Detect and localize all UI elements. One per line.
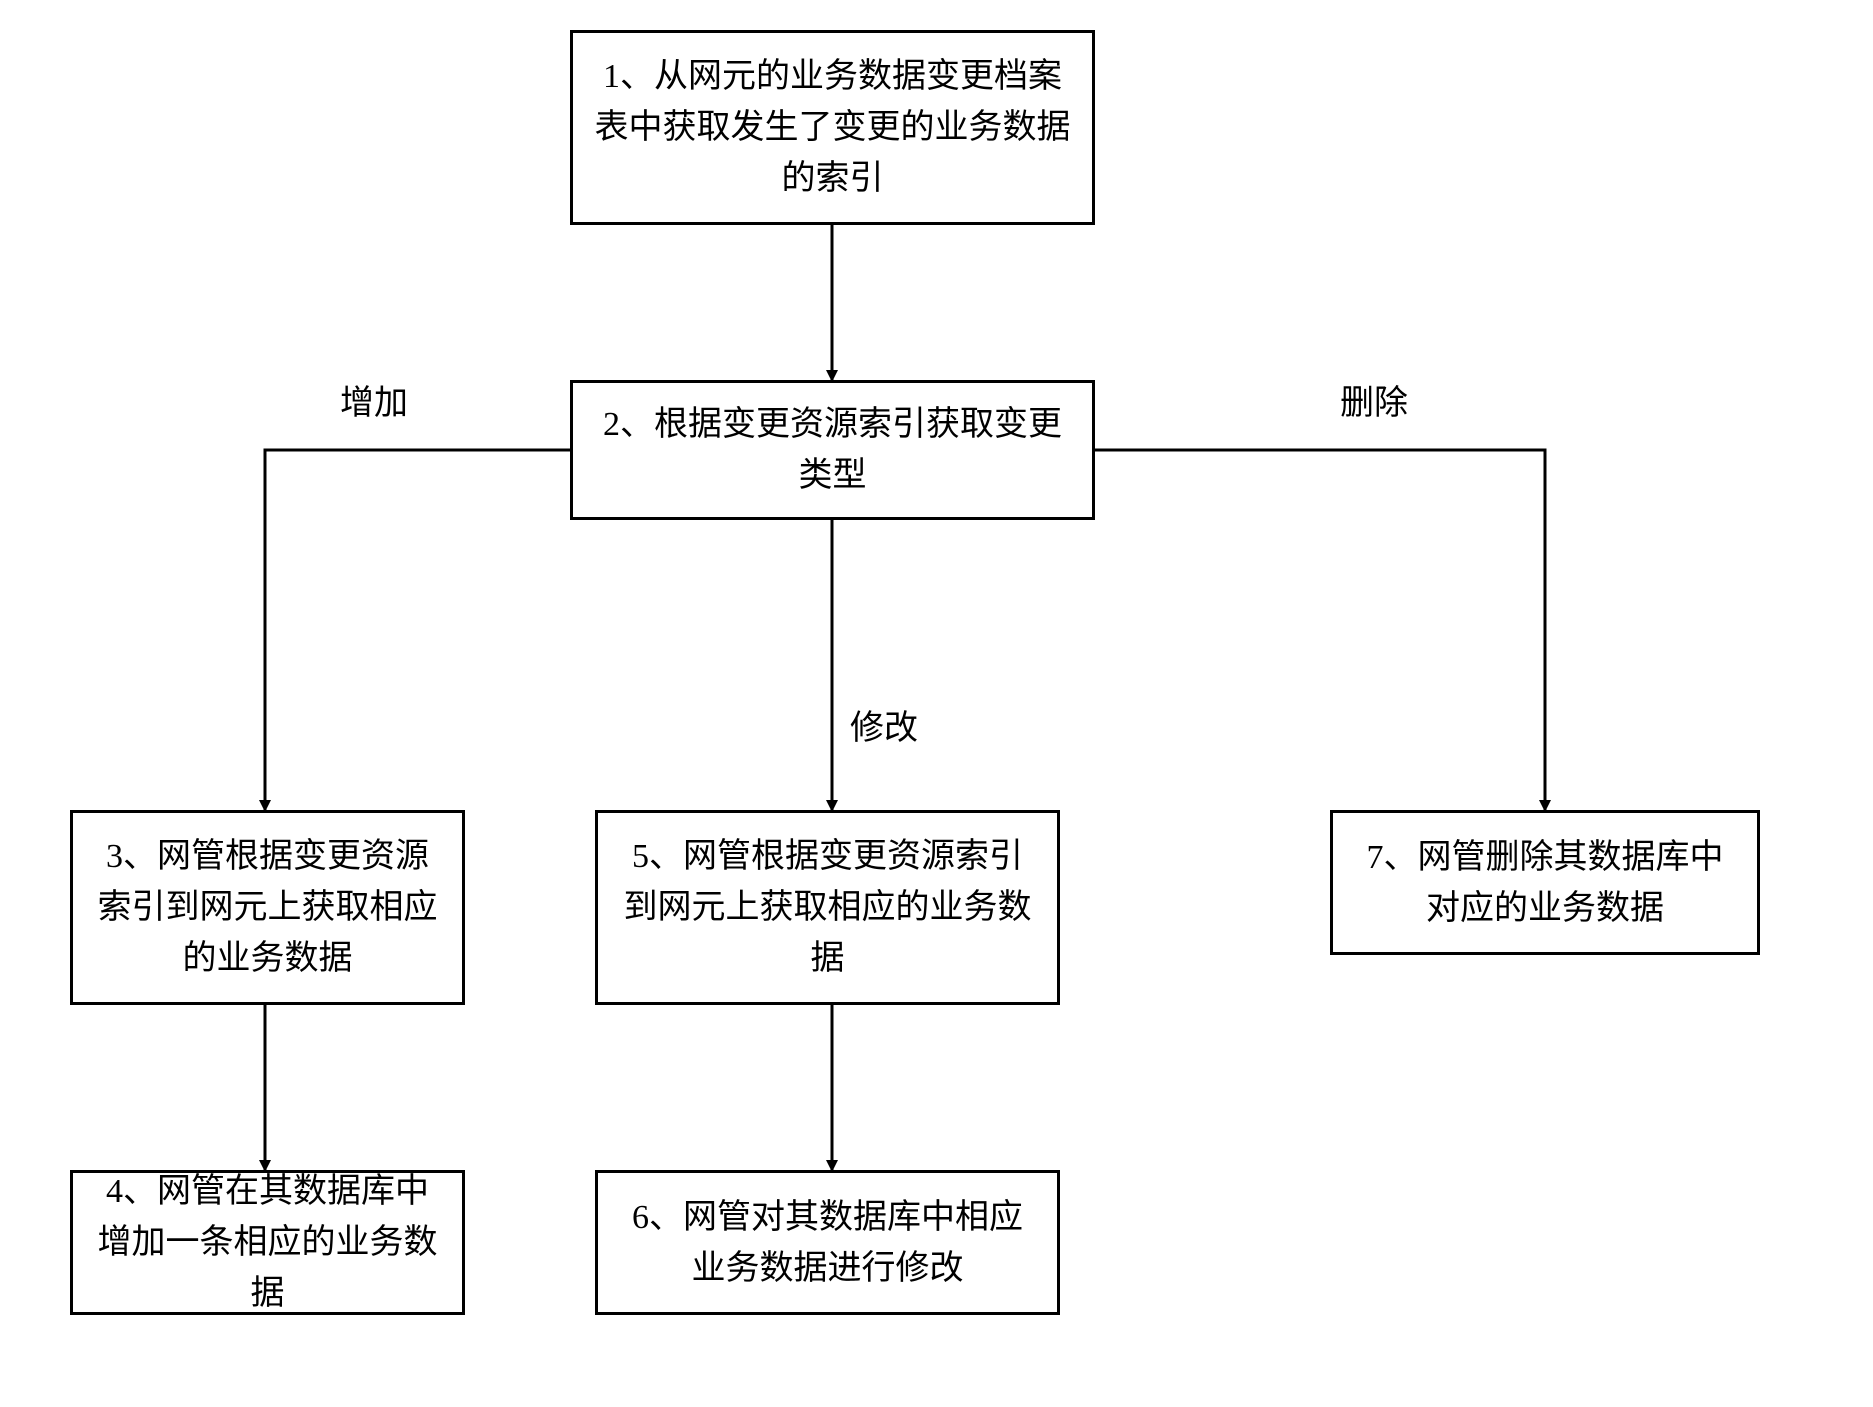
flowchart-node-n1: 1、从网元的业务数据变更档案表中获取发生了变更的业务数据的索引 [570,30,1095,225]
flowchart-node-n2: 2、根据变更资源索引获取变更类型 [570,380,1095,520]
edge-n2-n7 [1095,450,1545,810]
node-text: 2、根据变更资源索引获取变更类型 [593,399,1072,501]
flowchart-node-n4: 4、网管在其数据库中增加一条相应的业务数据 [70,1170,465,1315]
node-text: 3、网管根据变更资源索引到网元上获取相应的业务数据 [93,831,442,984]
node-text: 1、从网元的业务数据变更档案表中获取发生了变更的业务数据的索引 [593,51,1072,204]
edge-label-n2-n5: 修改 [850,700,918,749]
flowchart-node-n7: 7、网管删除其数据库中对应的业务数据 [1330,810,1760,955]
flowchart-node-n5: 5、网管根据变更资源索引到网元上获取相应的业务数据 [595,810,1060,1005]
node-text: 7、网管删除其数据库中对应的业务数据 [1353,832,1737,934]
edge-label-n2-n3: 增加 [340,375,408,424]
flowchart-node-n6: 6、网管对其数据库中相应业务数据进行修改 [595,1170,1060,1315]
edge-label-n2-n7: 删除 [1340,375,1408,424]
flowchart-container: 1、从网元的业务数据变更档案表中获取发生了变更的业务数据的索引 2、根据变更资源索… [0,0,1873,1407]
flowchart-node-n3: 3、网管根据变更资源索引到网元上获取相应的业务数据 [70,810,465,1005]
node-text: 4、网管在其数据库中增加一条相应的业务数据 [93,1166,442,1319]
node-text: 6、网管对其数据库中相应业务数据进行修改 [618,1192,1037,1294]
edge-n2-n3 [265,450,570,810]
node-text: 5、网管根据变更资源索引到网元上获取相应的业务数据 [618,831,1037,984]
